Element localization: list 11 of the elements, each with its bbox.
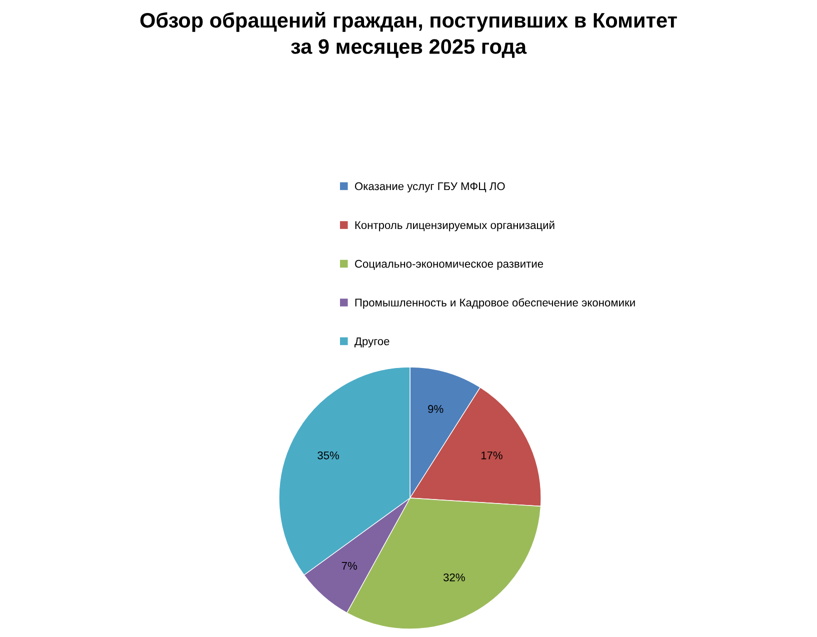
legend-label: Другое [354, 337, 390, 348]
data-label: 17% [481, 452, 502, 460]
legend-label: Контроль лицензируемых организаций [355, 220, 554, 232]
chart-title: Обзор обращений граждан, поступивших в Комитет за 9 месяцев 2025 года [140, 12, 677, 58]
legend-label: Социально-экономическое развитие [355, 260, 544, 270]
legend-label: Промышленность и Кадровое обеспечение экономики [355, 298, 635, 309]
data-label: 35% [318, 451, 340, 460]
data-label: 9% [428, 405, 444, 413]
legend-label: Оказание услуг ГБУ МФЦ ЛО [354, 182, 505, 192]
data-label: 32% [443, 573, 465, 582]
data-label: 7% [342, 562, 357, 570]
